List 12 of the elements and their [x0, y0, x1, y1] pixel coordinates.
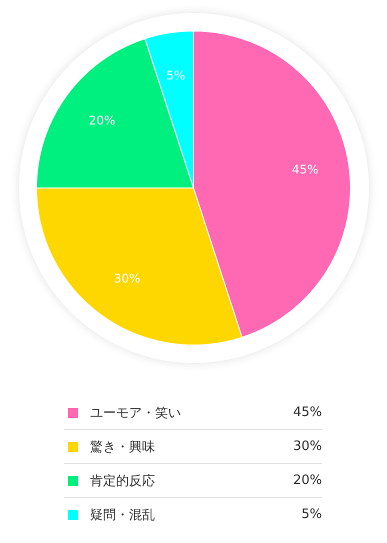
data-label: 30% [114, 272, 140, 286]
legend-label: 肯定的反応 [90, 472, 156, 490]
data-label: 5% [166, 68, 186, 82]
text: 20% [293, 473, 322, 488]
text: 5% [301, 507, 322, 522]
text: 30% [293, 439, 322, 454]
data-label: 20% [88, 114, 116, 128]
text: 45% [293, 405, 322, 420]
legend-label: ユーモア・笑い [90, 404, 182, 422]
legend-label: 驚き・興味 [90, 438, 156, 456]
legend-label: 疑問・混乱 [90, 506, 156, 524]
data-label: 45% [292, 162, 318, 176]
